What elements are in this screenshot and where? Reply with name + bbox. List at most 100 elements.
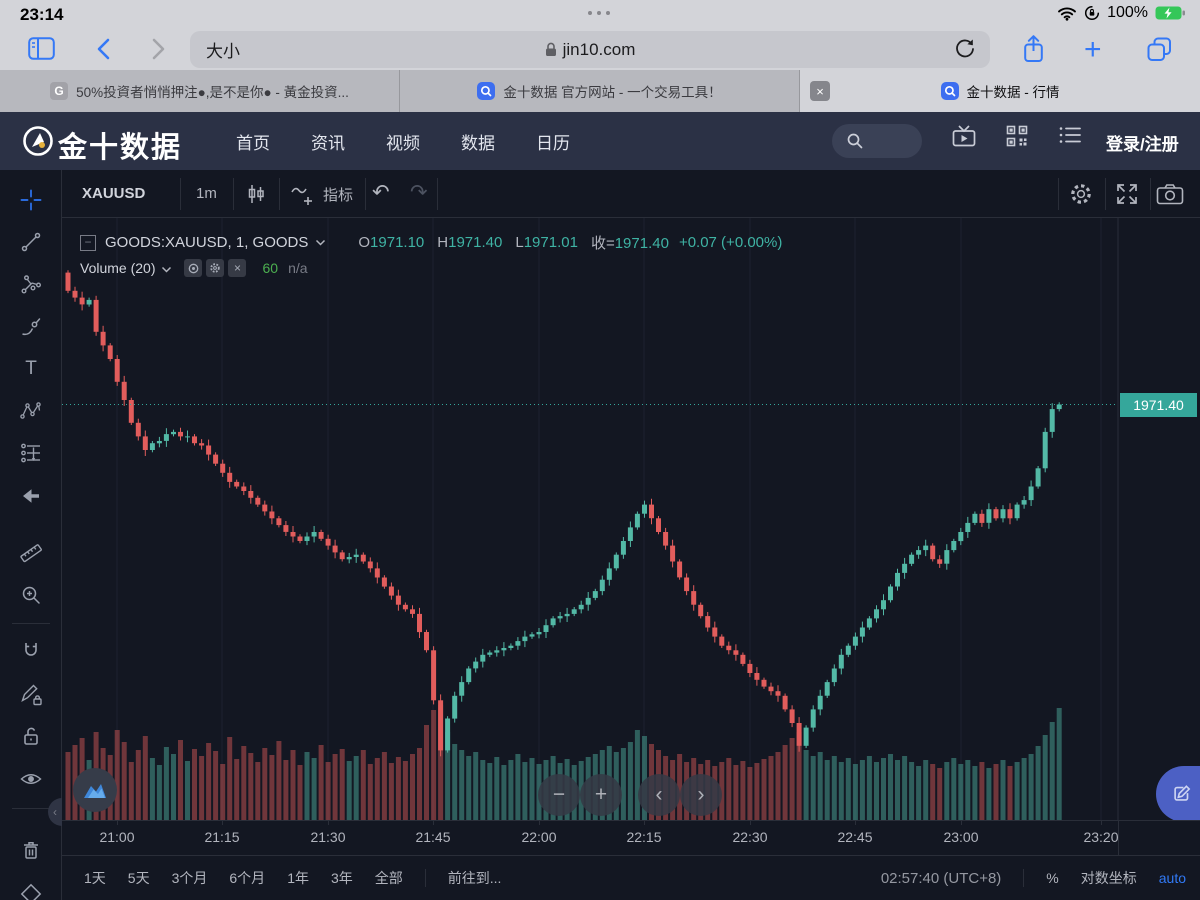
interval-button[interactable]: 1m (196, 185, 217, 202)
time-axis-label: 22:45 (837, 829, 873, 845)
undo-icon[interactable]: ↶ (372, 181, 390, 204)
zoom-out-button[interactable]: − (538, 774, 580, 816)
tv-icon[interactable] (952, 125, 976, 147)
nav-calendar[interactable]: 日历 (536, 133, 570, 153)
range-3y[interactable]: 3年 (330, 870, 353, 886)
battery-icon (1155, 6, 1186, 20)
time-axis-tick (222, 821, 223, 825)
range-all[interactable]: 全部 (374, 870, 403, 886)
series-title[interactable]: GOODS:XAUUSD, 1, GOODS (105, 234, 309, 251)
remove-indicator-icon[interactable]: × (228, 259, 247, 277)
crosshair-icon[interactable] (19, 188, 43, 212)
time-axis-tick (644, 821, 645, 825)
share-icon[interactable] (1022, 34, 1045, 64)
time-axis[interactable]: 21:00 21:15 21:30 21:45 22:00 22:15 22:30 22:45… (62, 820, 1200, 856)
range-1y[interactable]: 1年 (287, 870, 309, 886)
multitask-dots-icon (588, 11, 610, 15)
text-tool-icon[interactable]: T (25, 358, 37, 379)
lock-open-icon[interactable] (19, 724, 43, 748)
fullscreen-icon[interactable] (1115, 182, 1139, 206)
nav-home[interactable]: 首页 (236, 133, 270, 153)
forward-icon[interactable] (152, 38, 166, 60)
edit-fab-button[interactable] (1156, 766, 1200, 822)
redo-icon[interactable]: ↷ (410, 181, 428, 204)
volume-label[interactable]: Volume (20) (80, 260, 156, 276)
indicator-settings-icon[interactable] (206, 259, 225, 277)
candlestick-style-icon[interactable] (245, 183, 267, 205)
goto-date-button[interactable]: 前往到... (447, 870, 502, 886)
pitchfork-icon[interactable] (19, 272, 43, 296)
tab-jin10-home[interactable]: 金十数据 官方网站 - 一个交易工具！ (400, 70, 800, 112)
time-axis-label: 22:30 (732, 829, 768, 845)
eye-icon[interactable] (19, 767, 43, 791)
gear-icon[interactable] (1068, 181, 1094, 207)
url-bar[interactable]: 大小 jin10.com (190, 31, 990, 68)
camera-icon[interactable] (1156, 183, 1184, 205)
arrow-left-icon[interactable] (19, 484, 43, 508)
time-axis-label: 23:00 (943, 829, 979, 845)
percent-scale-button[interactable]: % (1046, 870, 1059, 886)
log-scale-button[interactable]: 对数坐标 (1080, 870, 1137, 886)
volume-legend[interactable]: Volume (20) × 60 n/a (80, 259, 308, 277)
brand-name[interactable]: 金十数据 (58, 132, 183, 164)
trash-icon[interactable] (19, 838, 43, 862)
time-axis-label: 22:00 (521, 829, 557, 845)
indicators-button[interactable]: 指标 (290, 182, 353, 206)
url-text: jin10.com (562, 39, 636, 59)
zoom-in-button[interactable]: + (580, 774, 622, 816)
search-input[interactable] (832, 124, 922, 158)
browser-chrome: 23:14 100% 大小 (0, 0, 1200, 112)
time-axis-label: 21:45 (415, 829, 451, 845)
clock-utc[interactable]: 02:57:40 (UTC+8) (880, 869, 1002, 887)
time-axis-label: 23:20 (1083, 829, 1119, 845)
range-3m[interactable]: 3个月 (171, 870, 208, 886)
new-tab-icon[interactable]: + (1084, 33, 1102, 66)
scroll-right-button[interactable]: › (680, 774, 722, 816)
close-value: 1971.40 (614, 235, 669, 252)
ruler-icon[interactable] (19, 541, 43, 565)
hide-indicator-icon[interactable] (184, 259, 203, 277)
jin10-logo-icon[interactable] (22, 125, 54, 157)
trendline-icon[interactable] (19, 230, 43, 254)
brush-icon[interactable] (19, 315, 43, 339)
diamond-icon[interactable] (19, 882, 43, 900)
tabs-icon[interactable] (1146, 36, 1173, 63)
nav-video[interactable]: 视频 (386, 133, 420, 153)
position-tool-icon[interactable] (19, 441, 43, 465)
chart-logo[interactable] (73, 768, 117, 812)
time-axis-label: 21:30 (310, 829, 346, 845)
tab-title: 金十数据 - 行情 (966, 85, 1060, 100)
list-icon[interactable] (1058, 125, 1082, 145)
qrcode-icon[interactable] (1006, 125, 1028, 147)
collapse-legend-icon[interactable]: − (80, 234, 96, 251)
zoom-in-icon[interactable] (19, 583, 43, 607)
text-size-button[interactable]: 大小 (206, 42, 240, 61)
drawing-sidebar: T (0, 170, 62, 900)
wifi-icon (1057, 6, 1077, 21)
tab-jin10-quotes[interactable]: × 金十数据 - 行情 (800, 70, 1200, 112)
close-icon[interactable]: × (810, 81, 830, 101)
range-5d[interactable]: 5天 (127, 870, 150, 886)
magnet-icon[interactable] (19, 639, 43, 663)
sidebar-toggle-icon[interactable] (28, 37, 55, 60)
draw-lock-icon[interactable] (19, 682, 43, 706)
nav-data[interactable]: 数据 (461, 133, 495, 153)
scroll-left-button[interactable]: ‹ (638, 774, 680, 816)
pattern-icon[interactable] (19, 399, 43, 423)
edit-icon (1174, 785, 1191, 801)
tab-gold-article[interactable]: G 50%投資者悄悄押注●,是不是你● - 黃金投資... (0, 70, 400, 112)
reload-icon[interactable] (954, 38, 976, 60)
range-1d[interactable]: 1天 (84, 870, 106, 886)
nav-news[interactable]: 资讯 (311, 133, 345, 153)
series-legend[interactable]: − GOODS:XAUUSD, 1, GOODS O1971.10 H1971.… (80, 232, 782, 253)
back-icon[interactable] (96, 38, 110, 60)
candlestick-chart[interactable] (62, 218, 1200, 820)
time-axis-tick (328, 821, 329, 825)
sidebar-collapse-handle[interactable]: ‹ (48, 798, 62, 826)
volume-extra: n/a (288, 260, 308, 276)
login-register-button[interactable]: 登录/注册 (1106, 135, 1179, 154)
symbol-button[interactable]: XAUUSD (82, 185, 146, 202)
range-6m[interactable]: 6个月 (229, 870, 266, 886)
auto-scale-button[interactable]: auto (1158, 870, 1186, 886)
time-axis-tick (1101, 821, 1102, 825)
